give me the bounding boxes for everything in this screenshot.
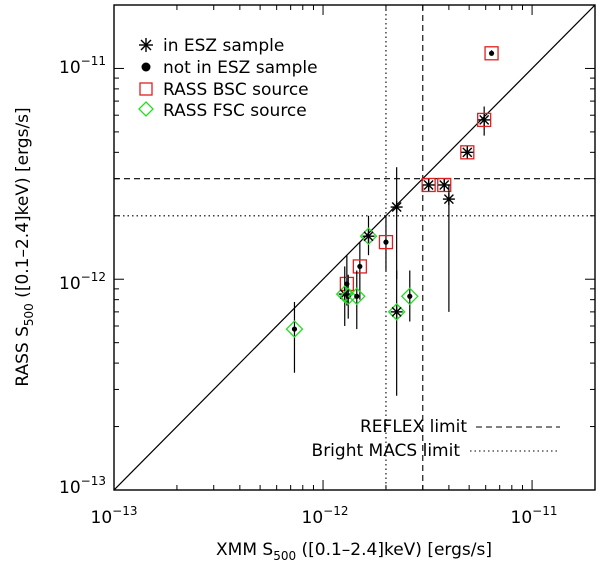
y-axis-title: RASS S500 ([0.1–2.4]keV) [ergs/s]	[13, 107, 36, 386]
bsc-square-marker	[352, 259, 367, 274]
asterisk-marker	[390, 305, 403, 318]
fsc-diamond-marker	[400, 287, 419, 306]
x-tick-label: 10−13	[91, 504, 138, 528]
legend-label: RASS FSC source	[163, 101, 307, 121]
bsc-square-marker	[477, 112, 492, 128]
legend-diamond-icon	[138, 101, 154, 117]
fsc-diamond-marker	[347, 287, 366, 306]
asterisk-marker	[362, 230, 375, 243]
data-point	[442, 184, 455, 312]
legend-label: in ESZ sample	[163, 36, 284, 56]
limits-legend: REFLEX limit Bright MACS limit	[312, 417, 560, 461]
fsc-diamond-marker	[339, 287, 358, 306]
bsc-square-marker	[484, 46, 499, 61]
dot-marker	[357, 263, 363, 270]
data-point	[347, 270, 366, 330]
reflex-limit-label: REFLEX limit	[360, 417, 467, 437]
data-point	[400, 270, 419, 322]
legend-label: RASS BSC source	[163, 80, 309, 100]
y-tick-label: 10−12	[59, 270, 106, 294]
dot-marker	[488, 50, 495, 56]
data-point	[387, 270, 406, 396]
dot-marker	[291, 326, 298, 332]
one-to-one-line	[114, 5, 595, 490]
data-point	[437, 177, 452, 193]
asterisk-marker	[442, 193, 455, 206]
fsc-diamond-marker	[387, 302, 406, 321]
bsc-square-marker	[437, 177, 452, 193]
legend-square-icon	[139, 82, 153, 96]
data-point	[359, 215, 378, 256]
fsc-diamond-marker	[285, 320, 304, 339]
data-point	[285, 301, 304, 373]
fsc-diamond-marker	[335, 285, 354, 304]
macs-limit-label: Bright MACS limit	[312, 441, 461, 461]
legend-dot-icon	[141, 62, 151, 72]
legend: in ESZ sample not in ESZ sample RASS BSC…	[138, 36, 318, 121]
data-point	[477, 106, 492, 136]
x-tick-label: 10−11	[511, 504, 558, 528]
legend-asterisk-icon	[139, 38, 153, 52]
fsc-diamond-marker	[359, 227, 378, 246]
asterisk-marker	[438, 178, 451, 191]
bsc-square-marker	[460, 145, 475, 160]
x-tick-label: 10−12	[302, 504, 349, 528]
data-point	[421, 177, 436, 193]
y-tick-label: 10−13	[59, 474, 106, 498]
data-point	[390, 167, 403, 280]
dot-marker	[407, 293, 413, 299]
asterisk-marker	[390, 201, 403, 214]
bsc-square-marker	[378, 234, 394, 250]
x-axis-title: XMM S500 ([0.1–2.4]keV) [ergs/s]	[216, 540, 492, 563]
data-point	[352, 242, 367, 300]
dot-marker	[354, 293, 360, 299]
y-tick-label: 10−11	[59, 54, 106, 78]
dot-marker	[383, 239, 389, 245]
data-point	[378, 215, 394, 271]
asterisk-marker	[422, 178, 435, 191]
data-point	[484, 46, 499, 61]
asterisk-marker	[478, 113, 491, 126]
plot-frame	[113, 4, 596, 491]
asterisk-marker	[461, 146, 474, 159]
bsc-square-marker	[421, 177, 436, 193]
data-point	[460, 145, 475, 160]
legend-label: not in ESZ sample	[163, 58, 318, 78]
